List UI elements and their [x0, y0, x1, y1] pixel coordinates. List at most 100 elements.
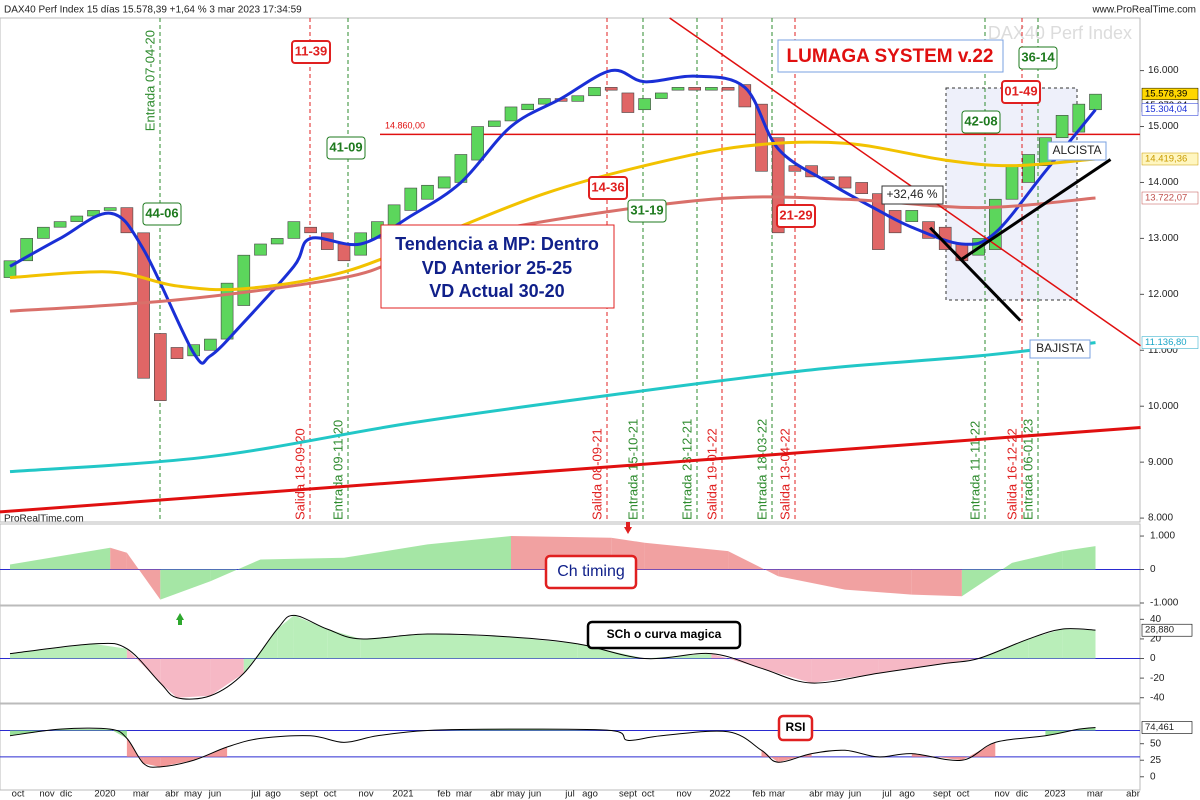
indicator-fill — [360, 634, 428, 659]
y-tick-label: 9.000 — [1148, 457, 1173, 468]
price-tag — [1141, 152, 1199, 166]
candle — [421, 184, 434, 200]
candle — [521, 103, 535, 111]
panel-frame — [0, 605, 1141, 704]
indicator-line — [9, 614, 1096, 700]
price-tag-label: 11.136,80 — [1145, 337, 1187, 348]
counter-box — [142, 202, 182, 226]
indicator-fill — [961, 562, 1012, 597]
price-tag-label: 14.419,36 — [1145, 154, 1187, 165]
y-tick-label: -1.000 — [1150, 598, 1179, 609]
candle — [337, 243, 351, 262]
indicator-fill — [878, 658, 946, 674]
indicator-fill — [110, 547, 127, 570]
header-title: DAX40 Perf Index 15 días 15.578,39 +1,64… — [4, 5, 302, 16]
indicator-fill — [110, 729, 127, 739]
candle — [304, 226, 317, 234]
price-tag — [1141, 336, 1199, 349]
candle — [103, 207, 117, 211]
x-tick-label: abr — [1126, 789, 1140, 800]
indicator-fill — [210, 658, 244, 696]
panel-frame — [0, 523, 1141, 606]
candle — [70, 215, 84, 222]
bear-text: BAJISTA — [1036, 341, 1084, 355]
x-tick-label: mar — [769, 789, 785, 800]
candle — [254, 243, 267, 256]
price-tag-label: 15.578,39 — [1145, 89, 1187, 100]
x-tick-label: oct — [12, 789, 25, 800]
trend-text: Tendencia a MP: Dentro — [395, 234, 599, 254]
indicator-fill — [160, 658, 177, 698]
trend-box — [380, 224, 615, 309]
sell-arrow — [624, 522, 632, 534]
indicator-fill — [778, 569, 845, 590]
y-tick-label: 40 — [1150, 614, 1162, 625]
trend-line — [959, 158, 1112, 262]
counter-box — [1018, 46, 1058, 70]
counter-label: 44-06 — [145, 205, 178, 220]
counter-label: 36-14 — [1021, 49, 1055, 64]
candle — [1022, 154, 1036, 183]
candle — [571, 95, 585, 102]
x-tick-label: mar — [133, 789, 149, 800]
indicator-fill — [1012, 551, 1063, 570]
candle — [37, 226, 50, 239]
counter-label: 31-19 — [630, 202, 663, 217]
x-tick-label: jun — [528, 789, 542, 800]
x-tick-label: 2023 — [1044, 789, 1065, 800]
x-tick-label: dic — [1016, 789, 1028, 800]
counter-label: 11-39 — [295, 43, 328, 58]
layers: 8.000 9.000 10.000 11.000 12.000 13.000 14.000… — [0, 17, 1199, 800]
counter-label: 41-09 — [329, 139, 362, 154]
trend-line — [669, 17, 1142, 347]
candle — [621, 92, 635, 113]
candle — [204, 338, 217, 351]
y-tick-label: 0 — [1150, 564, 1156, 575]
x-tick-label: ago — [899, 789, 915, 800]
indicator-fill — [811, 658, 879, 684]
indicator-fill — [845, 569, 912, 595]
moving-average — [9, 341, 1096, 474]
header-site: www.ProRealTime.com — [1091, 5, 1196, 16]
indicator-fill — [644, 653, 712, 659]
x-tick-label: abr — [490, 789, 504, 800]
x-tick-label: oct — [324, 789, 337, 800]
y-tick-label: 14.000 — [1148, 177, 1179, 188]
indicator-fill — [10, 643, 94, 659]
bull-text: ALCISTA — [1052, 143, 1101, 157]
y-tick-label: 50 — [1150, 738, 1162, 749]
indicator-title-box — [544, 554, 638, 590]
signal-label: Entrada 07-04-20 — [142, 30, 157, 131]
counter-label: 14-36 — [591, 179, 624, 194]
indicator-fill — [126, 648, 161, 684]
candle — [905, 210, 919, 222]
price-tag-label: 15.304,04 — [1145, 104, 1187, 115]
candle — [404, 187, 418, 211]
indicator-fill — [761, 658, 812, 684]
counter-box — [776, 204, 816, 228]
moving-average — [9, 140, 1096, 292]
bull-box — [1047, 141, 1107, 161]
x-tick-label: 2020 — [94, 789, 115, 800]
signal-label: Entrada 06-01-23 — [1020, 419, 1035, 520]
trend-text: VD Anterior 25-25 — [422, 258, 572, 278]
system-box — [777, 39, 1004, 73]
panel-frame — [0, 703, 1141, 791]
counter-box — [588, 176, 628, 200]
y-tick-label: 12.000 — [1148, 289, 1179, 300]
x-tick-label: jul — [881, 789, 892, 800]
x-tick-label: abr — [165, 789, 179, 800]
x-tick-label: nov — [358, 789, 374, 800]
counter-label: 42-08 — [964, 113, 997, 128]
x-tick-label: 2022 — [709, 789, 730, 800]
candle — [838, 176, 852, 189]
x-tick-label: dic — [60, 789, 72, 800]
x-tick-label: sept — [933, 789, 951, 800]
indicator-fill — [293, 615, 328, 659]
signal-label: Salida 18-09-20 — [292, 428, 307, 520]
indicator-fill — [10, 547, 111, 570]
indicator-fill — [60, 729, 111, 731]
candle — [671, 87, 685, 91]
y-tick-label: -20 — [1150, 673, 1165, 684]
